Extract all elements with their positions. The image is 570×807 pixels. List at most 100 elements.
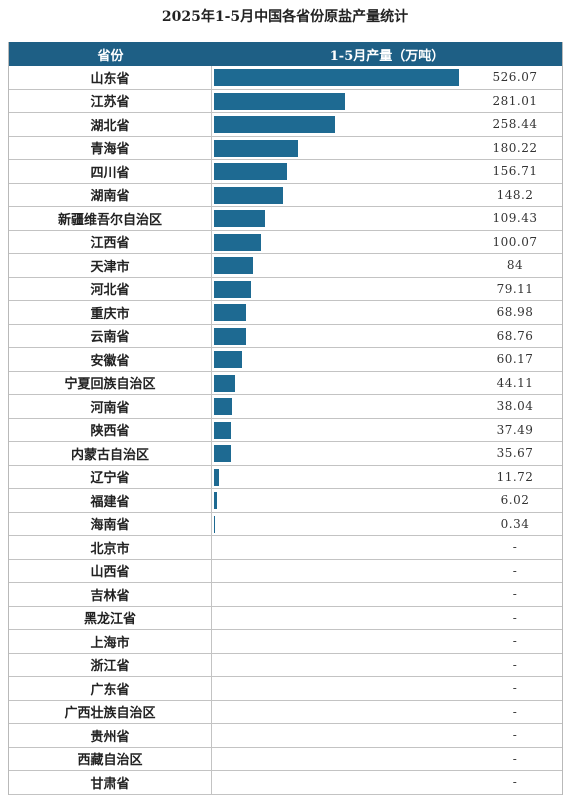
value-label: 38.04 [496,399,534,414]
bar [214,280,251,298]
province-label: 河北省 [9,277,212,300]
province-label: 辽宁省 [9,465,212,488]
value-label: - [512,704,518,719]
table-row: 西藏自治区 - [9,747,562,771]
bar-cell [212,113,468,136]
bar-cell [212,207,468,230]
table-row: 天津市 84 [9,254,562,278]
value-label: - [512,587,518,602]
value-label: - [512,610,518,625]
value-label: 258.44 [492,117,538,132]
province-label: 内蒙古自治区 [9,442,212,465]
bar-cell [212,395,468,418]
value-label: - [512,728,518,743]
province-label: 青海省 [9,136,212,159]
province-label: 福建省 [9,489,212,512]
value-label: 100.07 [492,234,538,249]
table-row: 广西壮族自治区 - [9,700,562,724]
table-row: 贵州省 - [9,724,562,748]
bar-cell [212,325,468,348]
province-label: 广东省 [9,677,212,700]
bar-cell [212,771,468,794]
table-row: 陕西省 37.49 [9,418,562,442]
bar-cell [212,513,468,536]
province-label: 吉林省 [9,583,212,606]
header-province: 省份 [97,48,124,64]
bar-cell [212,372,468,395]
bar [214,304,247,321]
bar-cell [212,583,468,606]
province-label: 北京市 [9,536,212,559]
value-label: 60.17 [496,352,534,367]
value-label: 109.43 [492,211,538,226]
value-label: 79.11 [496,281,534,296]
bar-cell [212,701,468,724]
value-label: - [512,634,518,649]
province-label: 新疆维吾尔自治区 [9,207,212,230]
bar-cell [212,724,468,747]
bar-cell [212,278,468,301]
bar [214,398,232,415]
table-row: 北京市 - [9,536,562,560]
header-value: 1-5月产量（万吨） [329,48,445,64]
table-row: 新疆维吾尔自治区 109.43 [9,207,562,231]
province-label: 天津市 [9,254,212,277]
value-label: - [512,681,518,696]
table-row: 湖北省 258.44 [9,113,562,137]
value-label: - [512,751,518,766]
province-label: 重庆市 [9,301,212,324]
table-row: 宁夏回族自治区 44.11 [9,371,562,395]
bar [214,186,284,204]
bar-cell [212,630,468,653]
value-label: 68.98 [496,305,534,320]
table-row: 重庆市 68.98 [9,301,562,325]
value-label: - [512,540,518,555]
province-label: 上海市 [9,630,212,653]
bar-cell [212,419,468,442]
value-label: - [512,657,518,672]
bar [214,257,254,274]
bar [214,445,231,462]
bar [214,492,217,509]
bar [214,116,335,133]
bar-cell [212,654,468,677]
value-label: 37.49 [496,422,534,437]
table-row: 湖南省 148.2 [9,183,562,207]
table-row: 四川省 156.71 [9,160,562,184]
table-row: 浙江省 - [9,653,562,677]
value-label: 6.02 [500,493,530,508]
table-row: 吉林省 - [9,583,562,607]
bar-cell [212,442,468,465]
bar [214,210,266,227]
bar-cell [212,536,468,559]
province-label: 广西壮族自治区 [9,700,212,723]
province-label: 浙江省 [9,653,212,676]
chart-title: 2025年1-5月中国各省份原盐产量统计 [161,9,409,25]
bar [214,468,220,486]
value-label: - [512,775,518,790]
value-label: 84 [506,258,524,273]
bar-cell [212,677,468,700]
province-label: 湖北省 [9,113,212,136]
province-label: 甘肃省 [9,771,212,794]
table-row: 福建省 6.02 [9,489,562,513]
table-row: 黑龙江省 - [9,606,562,630]
province-label: 山东省 [9,66,212,89]
province-label: 贵州省 [9,724,212,747]
table-row: 广东省 - [9,677,562,701]
table-row: 云南省 68.76 [9,324,562,348]
province-label: 西藏自治区 [9,747,212,770]
bar [214,163,288,180]
province-label: 河南省 [9,395,212,418]
production-table: 省份 1-5月产量（万吨） 山东省 526.07 江苏省 281.01 湖北省 258.4… [8,42,563,795]
bar [214,69,460,86]
value-label: 156.71 [492,164,538,179]
value-label: 11.72 [496,469,534,484]
bar [214,374,235,392]
value-label: 281.01 [492,93,538,108]
bar-cell [212,254,468,277]
value-label: 35.67 [496,446,534,461]
province-label: 宁夏回族自治区 [9,371,212,394]
bar-cell [212,466,468,489]
bar-cell [212,301,468,324]
